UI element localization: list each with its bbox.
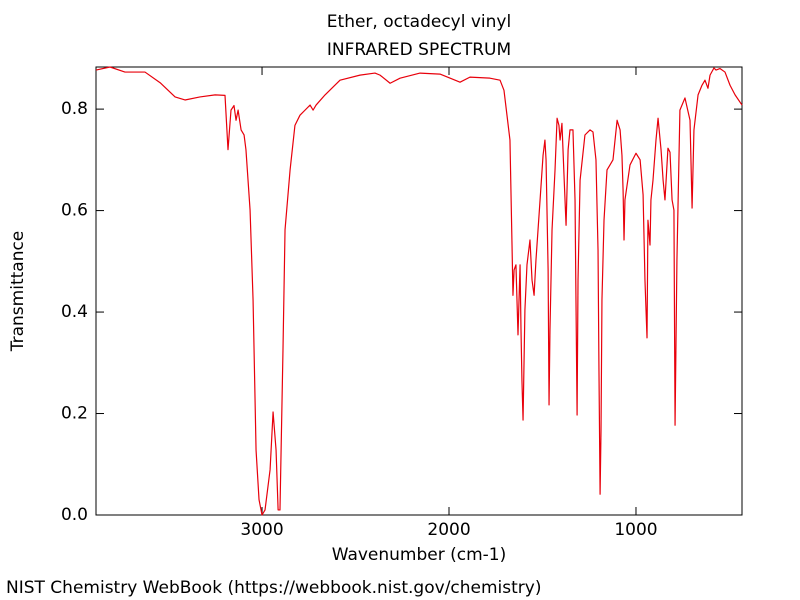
x-tick-label: 2000 (427, 520, 470, 540)
y-tick-label: 0.2 (61, 404, 88, 424)
y-tick-label: 0.0 (61, 505, 88, 525)
source-note: NIST Chemistry WebBook (https://webbook.… (6, 578, 541, 598)
plot-frame (95, 66, 743, 516)
x-tick-label: 3000 (240, 520, 283, 540)
y-axis-label: Transmittance (8, 231, 28, 353)
spectrum-line (95, 66, 743, 516)
x-tick-label: 1000 (614, 520, 657, 540)
chart-subtitle: INFRARED SPECTRUM (327, 40, 511, 60)
chart-title: Ether, octadecyl vinyl (327, 12, 511, 32)
y-tick-label: 0.6 (61, 201, 88, 221)
y-tick-label: 0.4 (61, 302, 88, 322)
y-tick-label: 0.8 (61, 99, 88, 119)
x-axis-label: Wavenumber (cm-1) (332, 545, 507, 565)
